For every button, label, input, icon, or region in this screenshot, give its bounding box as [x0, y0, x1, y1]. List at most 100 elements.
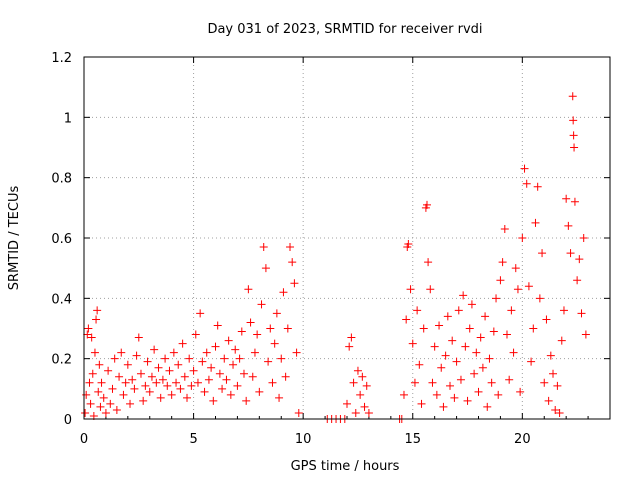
- data-point: [112, 405, 121, 414]
- data-point: [566, 249, 575, 258]
- data-point: [130, 384, 139, 393]
- data-point: [476, 333, 485, 342]
- data-point: [211, 342, 220, 351]
- data-point: [516, 387, 525, 396]
- data-point: [428, 378, 437, 387]
- data-point: [169, 348, 178, 357]
- data-point: [345, 342, 354, 351]
- data-point: [123, 360, 132, 369]
- x-tick-label: 5: [189, 432, 197, 447]
- data-point: [244, 285, 253, 294]
- data-point: [487, 378, 496, 387]
- data-point: [538, 249, 547, 258]
- data-point: [478, 363, 487, 372]
- data-point: [187, 381, 196, 390]
- data-point: [281, 372, 290, 381]
- data-point: [235, 354, 244, 363]
- data-point: [165, 366, 174, 375]
- y-tick-label: 0.6: [51, 232, 72, 247]
- data-point: [410, 378, 419, 387]
- data-point: [178, 339, 187, 348]
- data-point: [435, 321, 444, 330]
- data-point: [507, 306, 516, 315]
- data-point: [351, 408, 360, 417]
- data-point: [277, 354, 286, 363]
- data-point: [229, 360, 238, 369]
- data-point: [213, 321, 222, 330]
- data-point: [465, 324, 474, 333]
- data-point: [452, 357, 461, 366]
- data-point: [226, 390, 235, 399]
- data-point: [136, 369, 145, 378]
- data-point: [106, 399, 115, 408]
- data-point: [463, 396, 472, 405]
- data-point: [294, 408, 303, 417]
- data-point: [121, 378, 130, 387]
- data-point: [97, 378, 106, 387]
- data-point: [163, 381, 172, 390]
- data-point: [220, 354, 229, 363]
- data-point: [564, 221, 573, 230]
- data-point: [104, 366, 113, 375]
- data-point: [139, 396, 148, 405]
- data-point: [413, 306, 422, 315]
- data-point: [485, 354, 494, 363]
- data-point: [81, 408, 90, 417]
- data-point: [569, 131, 578, 140]
- data-point: [424, 258, 433, 267]
- data-point: [196, 309, 205, 318]
- data-point: [573, 276, 582, 285]
- data-point: [96, 402, 105, 411]
- data-point: [224, 336, 233, 345]
- data-point: [134, 333, 143, 342]
- data-point: [422, 200, 431, 209]
- data-point: [246, 318, 255, 327]
- x-tick-label: 15: [404, 432, 421, 447]
- data-point: [415, 360, 424, 369]
- data-point: [492, 294, 501, 303]
- data-point: [502, 330, 511, 339]
- data-point: [145, 387, 154, 396]
- data-point: [119, 390, 128, 399]
- data-point: [172, 378, 181, 387]
- data-points: [81, 92, 590, 423]
- data-point: [286, 243, 295, 252]
- data-point: [419, 324, 428, 333]
- data-point: [575, 255, 584, 264]
- data-point: [257, 300, 266, 309]
- data-point: [399, 390, 408, 399]
- data-point: [90, 348, 99, 357]
- data-point: [218, 384, 227, 393]
- data-point: [198, 357, 207, 366]
- data-point: [85, 378, 94, 387]
- data-point: [189, 366, 198, 375]
- data-point: [496, 276, 505, 285]
- data-point: [253, 330, 262, 339]
- data-point: [202, 348, 211, 357]
- data-point: [579, 234, 588, 242]
- data-point: [481, 312, 490, 321]
- data-point: [450, 393, 459, 402]
- data-point: [92, 315, 101, 324]
- data-point: [349, 378, 358, 387]
- data-point: [432, 390, 441, 399]
- data-point: [191, 330, 200, 339]
- data-point: [551, 405, 560, 414]
- data-point: [259, 243, 268, 252]
- data-point: [117, 348, 126, 357]
- data-point: [467, 300, 476, 309]
- data-point: [154, 363, 163, 372]
- data-point: [156, 393, 165, 402]
- data-point: [448, 336, 457, 345]
- data-point: [353, 366, 362, 375]
- data-point: [549, 369, 558, 378]
- data-point: [99, 393, 108, 402]
- data-point: [204, 375, 213, 384]
- data-point: [93, 306, 102, 315]
- data-point: [474, 387, 483, 396]
- data-point: [406, 285, 415, 294]
- data-point: [231, 345, 240, 354]
- data-point: [489, 327, 498, 336]
- data-point: [553, 381, 562, 390]
- data-point: [255, 387, 264, 396]
